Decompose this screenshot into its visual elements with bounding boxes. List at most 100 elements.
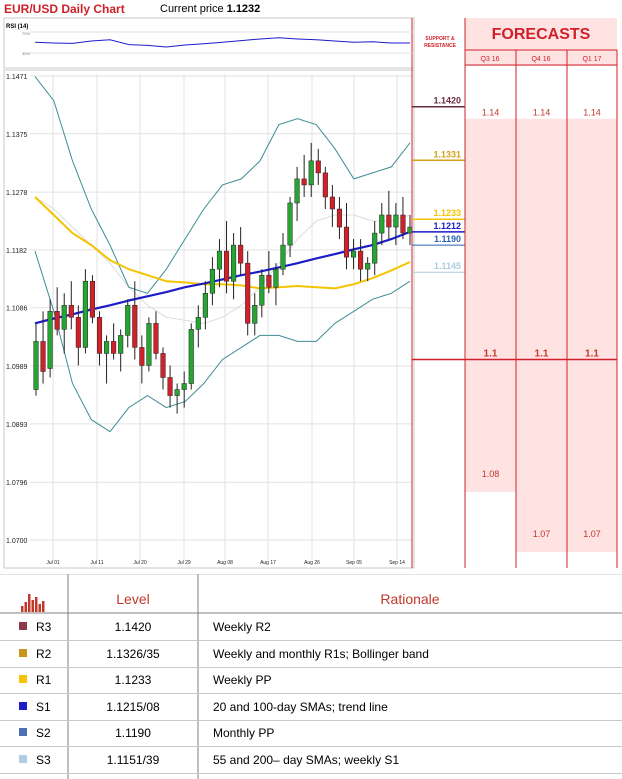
- x-tick-label: Jul 20: [133, 560, 147, 566]
- candle-body: [393, 214, 399, 228]
- candle-body: [96, 317, 103, 354]
- level-label: S1: [36, 699, 51, 714]
- forecast-above-block: [516, 66, 567, 119]
- forecast-below-block: [465, 491, 516, 568]
- candle-body: [216, 250, 223, 270]
- level-label: S3: [36, 752, 51, 767]
- candle-body: [301, 178, 307, 186]
- level-value-r3: 1.1420: [433, 96, 461, 106]
- forecast-above-block: [465, 66, 516, 119]
- candle-body: [209, 268, 215, 294]
- quarter-q4-16: Q4 16: [531, 56, 551, 63]
- rsi-line: [30, 31, 412, 54]
- quarter-q1-17: Q1 17: [582, 56, 602, 63]
- level-color-swatch: [19, 648, 27, 657]
- table-row: S3 1.1151/39 55 and 200– day SMAs; weekly …: [0, 747, 622, 774]
- forecast-value: 1.08: [482, 469, 500, 479]
- grid-lines: [30, 74, 412, 560]
- level-value-r1: 1.1233: [433, 208, 461, 218]
- candle-body: [252, 305, 258, 324]
- level-label: R1: [36, 673, 52, 687]
- candle-body: [125, 305, 131, 336]
- candle-series: [33, 142, 413, 414]
- candle-body: [167, 377, 173, 396]
- y-tick-label: 1.1375: [6, 132, 28, 139]
- support-resistance-heading: SUPPORT & RESISTANCE: [424, 36, 456, 49]
- y-tick-label: 1.1278: [6, 190, 28, 197]
- current-price-value: 1.1232: [226, 3, 261, 15]
- candle-body: [54, 311, 60, 330]
- forecast-value: 1.1: [535, 348, 549, 359]
- level-lines: 1.1420 1.1331 1.1233 1.1212 1.1190 1.1145: [411, 18, 466, 568]
- candle-body: [336, 208, 342, 228]
- level-value-s3: 1.1145: [434, 261, 461, 271]
- forecast-value: 1.14: [533, 108, 551, 118]
- forecast-value: 1.07: [533, 529, 551, 539]
- y-tick-label: 1.0893: [6, 422, 28, 429]
- table-row: S2 1.1190 Monthly PP: [0, 720, 622, 747]
- candle-body: [329, 196, 335, 210]
- level-value: 1.1420: [114, 620, 152, 634]
- candle-body: [365, 262, 371, 270]
- candle-body: [343, 226, 350, 258]
- candle-body: [104, 341, 110, 354]
- rsi-label: RSI (14): [6, 24, 29, 30]
- candle-body: [287, 202, 293, 246]
- candle-body: [308, 160, 314, 186]
- level-value: 1.1215/08: [106, 699, 160, 714]
- candle-body: [400, 214, 406, 234]
- candle-body: [294, 178, 300, 204]
- level-rationale: 55 and 200– day SMAs; weekly S1: [213, 752, 400, 767]
- candle-body: [280, 244, 286, 270]
- candle-body: [61, 305, 67, 330]
- table-row: S1 1.1215/08 20 and 100-day SMAs; trend li…: [0, 694, 622, 721]
- level-value-s2: 1.1190: [434, 234, 461, 244]
- candle-body: [238, 244, 244, 264]
- forecast-value: 1.1: [585, 348, 599, 359]
- candle-body: [153, 323, 159, 354]
- chart-title: EUR/USD Daily Chart: [4, 2, 125, 16]
- candle-body: [40, 341, 46, 372]
- table-header-level: Level: [116, 591, 150, 607]
- x-tick-labels: Jul 01 Jul 11 Jul 20 Jul 29 Aug 08 Aug 17 Aug …: [46, 560, 405, 566]
- candle-body: [266, 274, 272, 288]
- current-price: Current price 1.1232: [160, 3, 260, 15]
- bollinger-upper-line: [34, 76, 411, 294]
- forecast-above-block: [567, 66, 617, 119]
- x-tick-label: Sep 05: [346, 560, 362, 566]
- quarter-q3-16: Q3 16: [480, 56, 500, 63]
- level-rationale: Monthly PP: [213, 726, 275, 740]
- forecast-value: 1.1: [484, 348, 498, 359]
- forecast-value: 1.07: [583, 529, 601, 539]
- candle-body: [118, 335, 124, 354]
- level-color-swatch: [19, 622, 27, 630]
- x-tick-label: Sep 14: [389, 560, 405, 566]
- level-color-swatch: [19, 701, 27, 710]
- candle-body: [386, 214, 392, 228]
- level-color-swatch: [19, 728, 27, 736]
- candle-body: [188, 329, 194, 384]
- candle-body: [160, 353, 166, 378]
- level-label: R2: [36, 646, 52, 661]
- level-value: 1.1326/35: [106, 646, 160, 661]
- candle-body: [231, 244, 237, 282]
- forecast-value: 1.14: [583, 108, 601, 118]
- y-tick-label: 1.0989: [6, 364, 28, 371]
- candle-body: [68, 305, 74, 318]
- candle-body: [89, 280, 96, 318]
- level-value-r2: 1.1331: [433, 149, 461, 159]
- candle-body: [372, 232, 378, 264]
- level-rationale: Weekly R2: [213, 620, 271, 634]
- candle-body: [139, 347, 145, 366]
- level-rationale: 20 and 100-day SMAs; trend line: [213, 699, 388, 714]
- candle-body: [47, 311, 53, 369]
- level-rationale: Weekly PP: [213, 673, 272, 687]
- forecast-grid: 1.14 1.1 1.08 1.14 1.1 1.07 1.14 1.1 1.07: [412, 49, 618, 568]
- candle-body: [273, 268, 279, 288]
- table-header-rationale: Rationale: [380, 591, 440, 607]
- plot-area: [3, 69, 415, 569]
- y-tick-label: 1.0700: [6, 538, 28, 545]
- candle-body: [358, 250, 364, 270]
- x-tick-label: Jul 01: [46, 560, 60, 566]
